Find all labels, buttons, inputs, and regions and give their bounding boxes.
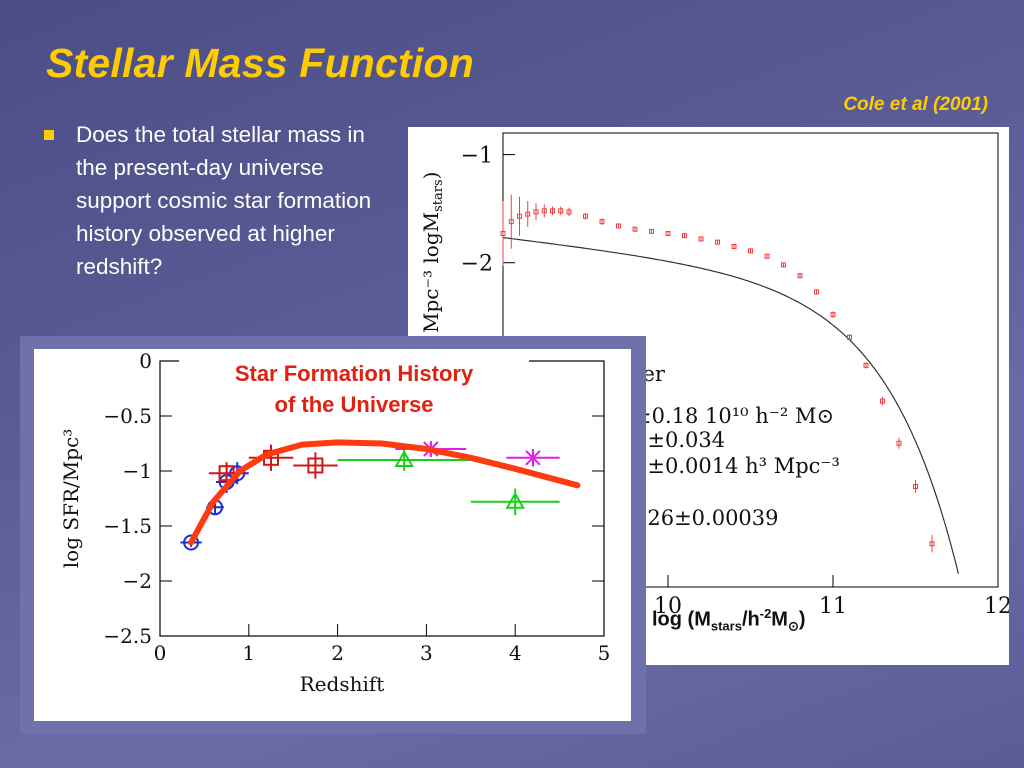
bullet-list: Does the total stellar mass in the prese… xyxy=(40,118,390,283)
mass-xlabel-close: ) xyxy=(798,608,806,631)
smf-point xyxy=(781,262,786,268)
smf-point xyxy=(517,213,522,219)
sfr-point-star xyxy=(525,449,541,466)
smf-point xyxy=(797,273,803,279)
sfr-point-circle xyxy=(183,534,200,551)
smf-point xyxy=(599,219,605,225)
smf-point xyxy=(616,223,621,229)
smf-point xyxy=(715,239,720,245)
mass-xlabel-sup: -2 xyxy=(759,606,772,621)
mass-xlabel-log: log (M xyxy=(652,608,711,631)
smf-point xyxy=(764,253,770,259)
mass-xlabel-m: M xyxy=(771,608,788,631)
sfr-ylabel: log SFR/Mpc³ xyxy=(59,429,83,568)
smf-point xyxy=(929,541,935,547)
sfr-xtick-label: 0 xyxy=(154,641,167,665)
sfr-ytick-label: −2 xyxy=(123,569,152,593)
smf-point xyxy=(550,208,555,214)
mass-xlabel-sun-icon: ⊙ xyxy=(787,618,799,634)
sfr-point-triangle xyxy=(505,491,525,509)
bullet-item: Does the total stellar mass in the prese… xyxy=(40,118,390,283)
smf-annotation: 026±0.00039 xyxy=(634,506,779,530)
sfr-xtick-label: 1 xyxy=(242,641,255,665)
smf-annotation: 9±0.0014 h³ Mpc⁻³ xyxy=(634,454,840,478)
smf-point xyxy=(731,244,737,249)
smf-point xyxy=(525,211,531,217)
smf-fit-curve xyxy=(502,237,959,574)
sfr-point-square xyxy=(218,465,235,482)
sfr-label-line1: Star Formation History xyxy=(234,361,474,386)
smf-xtick-label: 11 xyxy=(819,594,847,619)
sfr-label: Star Formation History of the Universe xyxy=(179,350,529,428)
sfr-xlabel: Redshift xyxy=(300,672,385,696)
sfr-xtick-label: 2 xyxy=(331,641,344,665)
smf-annotation: ±0.18 10¹⁰ h⁻² M⊙ xyxy=(634,404,834,428)
smf-point xyxy=(508,219,514,225)
sfr-ytick-label: −1.5 xyxy=(103,514,152,538)
smf-xtick-label: 10 xyxy=(654,594,682,619)
sfr-xtick-label: 4 xyxy=(509,641,522,665)
smf-point xyxy=(830,312,836,318)
slide-title: Stellar Mass Function xyxy=(46,40,474,86)
citation: Cole et al (2001) xyxy=(843,94,988,115)
smf-point xyxy=(649,228,654,234)
smf-point xyxy=(847,334,852,340)
sfr-ytick-label: −2.5 xyxy=(103,624,152,648)
bullet-square-icon xyxy=(44,130,54,140)
sfr-ytick-label: 0 xyxy=(139,349,152,373)
smf-ytick-label: −2 xyxy=(461,252,493,277)
smf-point xyxy=(566,209,572,215)
smf-point xyxy=(863,362,869,368)
smf-point xyxy=(682,233,687,239)
sfr-point-triangle xyxy=(394,449,414,467)
smf-point xyxy=(541,208,547,214)
smf-point xyxy=(665,231,671,237)
sfr-ytick-label: −0.5 xyxy=(103,404,152,428)
smf-point xyxy=(748,248,753,254)
smf-ylabel-close: ) xyxy=(419,172,443,180)
sfr-xtick-label: 3 xyxy=(420,641,433,665)
smf-ylabel: Mpc⁻³ logMstars) xyxy=(419,172,446,334)
sfr-ytick-label: −1 xyxy=(123,459,152,483)
sfr-xtick-label: 5 xyxy=(598,641,611,665)
sfr-point-square xyxy=(307,457,324,474)
smf-annotation: 8±0.034 xyxy=(634,428,725,452)
smf-point xyxy=(583,213,588,219)
bullet-text: Does the total stellar mass in the prese… xyxy=(76,122,372,279)
mass-xlabel-sub: stars xyxy=(710,618,742,634)
sfr-label-line2: of the Universe xyxy=(274,392,434,417)
mass-xlabel: log (Mstars/h-2M⊙) xyxy=(652,606,806,635)
smf-point xyxy=(500,231,506,237)
smf-point xyxy=(913,483,918,489)
smf-point xyxy=(632,226,638,232)
smf-point xyxy=(814,289,819,295)
smf-point xyxy=(558,208,564,214)
smf-point xyxy=(896,440,902,446)
smf-point xyxy=(880,398,885,404)
smf-point xyxy=(533,209,539,215)
mass-xlabel-h: /h xyxy=(741,608,760,631)
smf-ytick-label: −1 xyxy=(461,144,493,169)
smf-ylabel-sub: stars xyxy=(431,179,446,212)
smf-xtick-label: 12 xyxy=(984,594,1009,619)
smf-point xyxy=(698,236,704,242)
sfr-trend-line xyxy=(188,439,581,546)
